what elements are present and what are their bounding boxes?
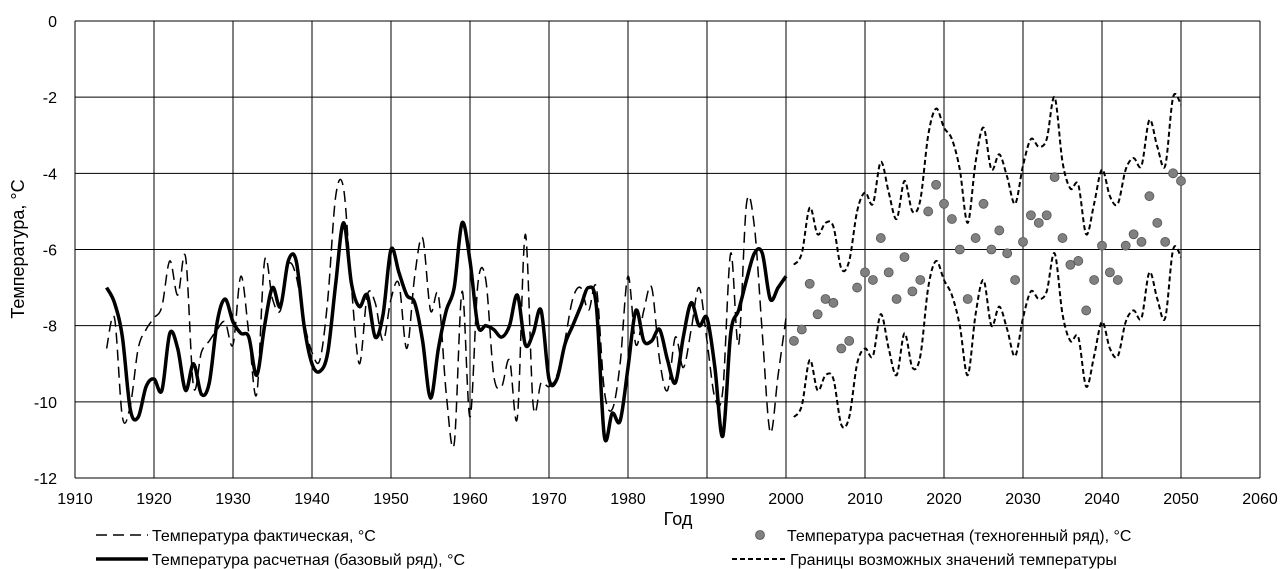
point-technogenic (994, 225, 1005, 236)
point-technogenic (1002, 248, 1013, 259)
legend-label-technogenic: Температура расчетная (техногенный ряд),… (787, 528, 1131, 545)
point-technogenic (891, 294, 902, 304)
point-technogenic (812, 309, 823, 320)
point-technogenic (1128, 229, 1139, 240)
point-technogenic (1073, 256, 1084, 266)
x-tick-label: 2020 (926, 491, 962, 508)
point-technogenic (1152, 217, 1163, 228)
point-technogenic (860, 267, 870, 278)
x-tick-label: 1950 (373, 491, 409, 508)
point-technogenic (978, 198, 989, 209)
point-technogenic (1033, 217, 1044, 228)
legend-label-bounds: Границы возможных значений температуры (790, 552, 1117, 569)
y-tick-label: -2 (43, 90, 57, 107)
point-technogenic (915, 275, 926, 285)
point-technogenic (1026, 210, 1036, 221)
y-tick-label: -8 (43, 319, 57, 336)
legend: Температура фактическая, °С Температура … (96, 528, 1131, 569)
x-tick-label: 2000 (768, 491, 804, 508)
point-technogenic (836, 343, 847, 354)
series-layer (105, 92, 1186, 449)
point-technogenic (923, 206, 934, 217)
series-line-lower-bound (793, 245, 1182, 429)
x-tick-label: 1940 (294, 491, 330, 508)
point-technogenic (1049, 172, 1060, 183)
point-technogenic (899, 252, 910, 263)
y-tick-label: -10 (34, 395, 57, 412)
x-tick-label: 1930 (215, 491, 251, 508)
point-technogenic (1041, 210, 1052, 221)
y-tick-label: 0 (48, 14, 57, 31)
x-tick-label: 2040 (1084, 491, 1120, 508)
x-tick-label: 1960 (452, 491, 488, 508)
x-tick-label: 1910 (57, 491, 93, 508)
point-technogenic (986, 244, 997, 255)
point-technogenic (1168, 168, 1178, 179)
legend-label-base: Температура расчетная (базовый ряд), °С (152, 552, 465, 569)
series-line-actual (105, 178, 787, 449)
point-technogenic (962, 294, 973, 304)
series-line-base (105, 220, 788, 443)
point-technogenic (1112, 275, 1123, 285)
point-technogenic (1010, 275, 1020, 285)
point-technogenic (1105, 267, 1115, 278)
x-tick-label: 1990 (689, 491, 725, 508)
y-tick-label: -12 (34, 471, 57, 488)
point-technogenic (820, 294, 831, 304)
y-tick-label: -6 (43, 243, 57, 260)
point-technogenic (947, 214, 957, 224)
point-technogenic (1065, 259, 1076, 270)
point-technogenic (1160, 236, 1171, 247)
point-technogenic (883, 267, 894, 278)
point-technogenic (939, 198, 949, 209)
x-tick-label: 1980 (610, 491, 646, 508)
point-technogenic (1120, 240, 1131, 251)
x-tick-label: 2060 (1242, 491, 1278, 508)
point-technogenic (796, 324, 807, 335)
x-tick-label: 2010 (847, 491, 883, 508)
point-technogenic (931, 179, 941, 190)
point-technogenic (852, 282, 862, 293)
x-axis-ticks: 1910 1920 1930 1940 1950 1960 1970 1980 1990 2000… (57, 491, 1278, 508)
x-tick-label: 2050 (1163, 491, 1199, 508)
point-technogenic (1097, 240, 1107, 251)
point-technogenic (1081, 305, 1092, 316)
x-tick-label: 1920 (136, 491, 172, 508)
point-technogenic (1089, 275, 1099, 285)
point-technogenic (804, 278, 815, 289)
y-tick-label: -4 (43, 166, 57, 183)
x-axis-title: Год (664, 509, 693, 529)
point-technogenic (828, 297, 839, 308)
point-technogenic (970, 233, 981, 243)
y-axis-ticks: -12 -10 -8 -6 -4 -2 0 (34, 14, 57, 488)
point-technogenic (907, 286, 918, 297)
grid (74, 20, 1261, 479)
point-technogenic (1057, 233, 1068, 243)
point-technogenic (1144, 191, 1155, 202)
series-line-upper-bound (793, 92, 1182, 273)
point-technogenic (844, 335, 855, 346)
x-tick-label: 1970 (531, 491, 567, 508)
y-axis-title: Температура, °С (8, 179, 28, 318)
point-technogenic (1018, 236, 1028, 247)
point-technogenic (868, 275, 878, 285)
point-technogenic (789, 335, 799, 346)
legend-label-actual: Температура фактическая, °С (152, 528, 376, 545)
point-technogenic (1176, 176, 1186, 186)
point-technogenic (954, 244, 965, 255)
legend-swatch-technogenic (755, 530, 765, 540)
point-technogenic (1136, 236, 1147, 247)
point-technogenic (875, 233, 886, 243)
x-tick-label: 2030 (1005, 491, 1041, 508)
